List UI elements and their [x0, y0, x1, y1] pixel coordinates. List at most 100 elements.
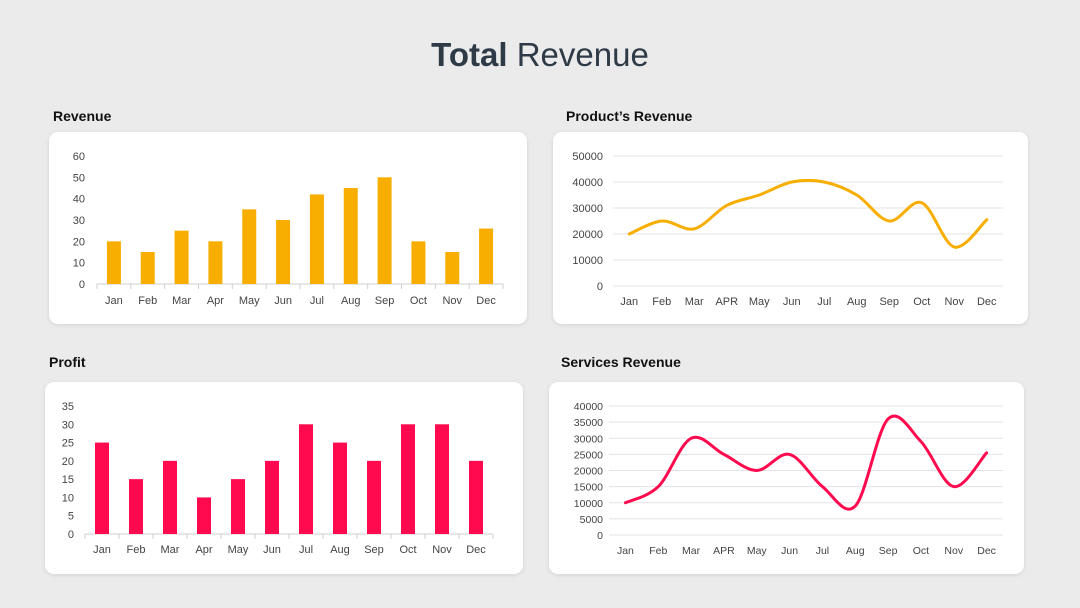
services-y-tick-label: 35000 — [574, 417, 603, 429]
services-series-line — [623, 414, 989, 511]
profit-y-tick-label: 25 — [62, 438, 74, 450]
services-x-tick-label: Sep — [879, 545, 898, 557]
page-title: Total Revenue — [0, 36, 1080, 74]
revenue-x-tick-label: Dec — [476, 295, 496, 307]
revenue-bar — [445, 252, 460, 284]
revenue-y-tick-label: 20 — [73, 236, 85, 248]
services-x-tick-label: Feb — [649, 545, 667, 557]
profit-x-tick-label: Mar — [161, 544, 180, 556]
products-x-tick-label: Jul — [817, 296, 831, 308]
profit-x-tick-label: Jan — [93, 544, 111, 556]
profit-x-tick-label: Jul — [299, 544, 313, 556]
profit-bar — [95, 442, 109, 534]
revenue-y-tick-label: 60 — [73, 151, 85, 163]
profit-bar — [367, 460, 381, 534]
services-x-tick-label: Aug — [846, 545, 865, 557]
revenue-y-tick-label: 10 — [73, 258, 85, 270]
revenue-bar — [174, 230, 189, 284]
services-y-tick-label: 15000 — [574, 482, 603, 494]
products-x-tick-label: Dec — [977, 296, 997, 308]
products-y-tick-label: 40000 — [572, 177, 603, 189]
products-y-tick-label: 0 — [597, 281, 603, 293]
services-x-tick-label: Jan — [617, 545, 634, 557]
profit-bar — [231, 479, 245, 534]
services-x-tick-label: Dec — [977, 545, 996, 557]
services-y-tick-label: 20000 — [574, 466, 603, 478]
profit-x-tick-label: Nov — [432, 544, 452, 556]
revenue-chart-title: Revenue — [53, 108, 112, 124]
products-x-tick-label: Feb — [652, 296, 671, 308]
revenue-x-tick-label: Nov — [442, 295, 462, 307]
products-y-tick-label: 20000 — [572, 229, 603, 241]
revenue-x-tick-label: Apr — [207, 295, 224, 307]
revenue-bar — [343, 188, 358, 284]
profit-x-tick-label: Feb — [127, 544, 146, 556]
profit-x-tick-label: May — [228, 544, 249, 556]
services-x-tick-label: May — [747, 545, 768, 557]
products-x-tick-label: Oct — [913, 296, 930, 308]
revenue-x-tick-label: Jul — [310, 295, 324, 307]
services-y-tick-label: 25000 — [574, 449, 603, 461]
products-x-tick-label: Mar — [685, 296, 704, 308]
revenue-bar — [208, 241, 223, 284]
revenue-y-tick-label: 40 — [73, 194, 85, 206]
profit-y-tick-label: 35 — [62, 401, 74, 413]
profit-x-tick-label: Oct — [399, 544, 416, 556]
products-y-tick-label: 30000 — [572, 203, 603, 215]
profit-x-tick-label: Apr — [195, 544, 212, 556]
profit-bar — [435, 424, 449, 534]
services-y-tick-label: 40000 — [574, 401, 603, 413]
page-title-rest: Revenue — [516, 36, 649, 73]
profit-bar — [401, 424, 415, 534]
profit-chart: 0 5 10 15 20 25 30 35 Jan Feb Mar Apr May Jun Jul Aug Se… — [62, 401, 494, 556]
services-y-tick-label: 5000 — [580, 514, 604, 526]
services-chart: 0 5000 10000 15000 20000 25000 30000 35000 40000… — [574, 401, 1003, 557]
profit-chart-title: Profit — [49, 354, 86, 370]
profit-bar — [333, 442, 347, 534]
profit-y-tick-label: 5 — [68, 511, 74, 523]
profit-bar — [469, 460, 483, 534]
revenue-chart-card: 0 10 20 30 40 50 60 Jan Feb Mar Apr May Jun Jul Aug Sep… — [49, 132, 527, 324]
products-x-tick-label: Jun — [783, 296, 801, 308]
revenue-x-tick-label: May — [239, 295, 260, 307]
revenue-bar — [411, 241, 426, 284]
revenue-x-tick-label: Feb — [138, 295, 157, 307]
profit-y-tick-label: 10 — [62, 492, 74, 504]
profit-bar — [129, 479, 143, 534]
revenue-bar — [479, 228, 494, 284]
products-chart: 0 10000 20000 30000 40000 50000 Jan Feb Mar APR Ma… — [572, 151, 1003, 308]
profit-y-tick-label: 30 — [62, 419, 74, 431]
products-chart-card: 0 10000 20000 30000 40000 50000 Jan Feb Mar APR Ma… — [553, 132, 1028, 324]
services-y-tick-label: 10000 — [574, 498, 603, 510]
revenue-x-tick-label: Mar — [172, 295, 191, 307]
revenue-bar — [276, 220, 291, 284]
revenue-x-tick-label: Sep — [375, 295, 395, 307]
services-chart-title: Services Revenue — [561, 354, 681, 370]
services-x-tick-label: Oct — [913, 545, 929, 557]
products-x-tick-label: APR — [715, 296, 738, 308]
revenue-y-tick-label: 30 — [73, 215, 85, 227]
revenue-bar — [377, 177, 392, 284]
products-x-tick-label: Sep — [879, 296, 899, 308]
products-chart-title: Product’s Revenue — [566, 108, 693, 124]
profit-x-tick-label: Aug — [330, 544, 350, 556]
revenue-y-tick-label: 50 — [73, 172, 85, 184]
page-title-bold: Total — [431, 36, 508, 73]
products-x-tick-label: May — [749, 296, 770, 308]
revenue-bar — [242, 209, 257, 284]
products-series-line — [627, 178, 989, 249]
profit-chart-card: 0 5 10 15 20 25 30 35 Jan Feb Mar Apr May Jun Jul Aug Se… — [45, 382, 523, 574]
profit-bar — [163, 460, 177, 534]
products-y-tick-label: 50000 — [572, 151, 603, 163]
services-y-tick-label: 30000 — [574, 433, 603, 445]
profit-bar — [265, 460, 279, 534]
revenue-x-tick-label: Jan — [105, 295, 123, 307]
profit-y-tick-label: 0 — [68, 529, 74, 541]
profit-x-tick-label: Jun — [263, 544, 281, 556]
profit-bar — [299, 424, 313, 534]
services-x-tick-label: Jun — [781, 545, 798, 557]
profit-bar — [197, 497, 211, 534]
services-x-tick-label: APR — [713, 545, 735, 557]
products-y-tick-label: 10000 — [572, 255, 603, 267]
profit-x-tick-label: Sep — [364, 544, 384, 556]
